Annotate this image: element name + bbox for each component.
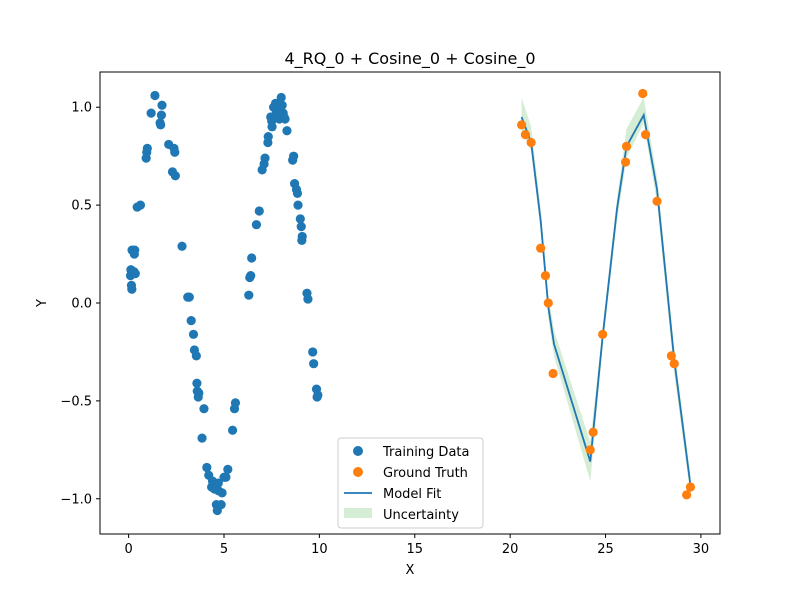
training-point <box>194 388 203 397</box>
chart-title: 4_RQ_0 + Cosine_0 + Cosine_0 <box>284 49 535 69</box>
legend-marker-ground-truth <box>353 467 363 477</box>
training-point <box>157 101 166 110</box>
ground-truth-point <box>682 490 691 499</box>
training-point <box>147 109 156 118</box>
ground-truth-point <box>527 138 536 147</box>
training-point <box>309 359 318 368</box>
x-tick-label: 30 <box>693 542 710 557</box>
x-tick-label: 25 <box>597 542 614 557</box>
training-point <box>246 271 255 280</box>
ground-truth-point <box>536 244 545 253</box>
legend-label-uncertainty: Uncertainty <box>383 508 459 523</box>
training-point <box>282 126 291 135</box>
ground-truth-point <box>541 271 550 280</box>
training-point <box>260 154 269 163</box>
training-point <box>278 101 287 110</box>
training-point <box>244 291 253 300</box>
training-point <box>170 148 179 157</box>
ground-truth-point <box>586 445 595 454</box>
training-point <box>130 246 139 255</box>
training-point <box>303 294 312 303</box>
ground-truth-point <box>670 359 679 368</box>
y-axis-label: Y <box>35 299 50 308</box>
ground-truth-point <box>548 369 557 378</box>
ground-truth-point <box>544 298 553 307</box>
ground-truth-point <box>667 351 676 360</box>
legend-label-model-fit: Model Fit <box>383 487 441 502</box>
x-tick-label: 0 <box>124 542 132 557</box>
training-point <box>293 189 302 198</box>
y-tick-label: −1.0 <box>60 492 92 507</box>
training-point <box>171 171 180 180</box>
ground-truth-point <box>589 428 598 437</box>
legend-marker-training <box>353 446 363 456</box>
training-point <box>197 433 206 442</box>
training-point <box>156 120 165 129</box>
legend-marker-uncertainty <box>344 508 372 518</box>
training-point <box>192 351 201 360</box>
training-point <box>264 132 273 141</box>
training-point <box>223 465 232 474</box>
ground-truth-point <box>621 157 630 166</box>
ground-truth-point <box>686 482 695 491</box>
training-point <box>143 144 152 153</box>
x-tick-label: 15 <box>406 542 423 557</box>
legend-label-training: Training Data <box>382 445 469 460</box>
training-point <box>217 500 226 509</box>
y-tick-label: 0.0 <box>71 297 92 312</box>
training-point <box>293 201 302 210</box>
training-point <box>136 201 145 210</box>
training-point <box>131 269 140 278</box>
training-point <box>187 316 196 325</box>
training-point <box>296 214 305 223</box>
training-point <box>308 347 317 356</box>
ground-truth-point <box>598 330 607 339</box>
training-point <box>277 93 286 102</box>
training-point <box>199 404 208 413</box>
x-axis-label: X <box>406 563 415 578</box>
training-point <box>228 426 237 435</box>
training-point <box>247 253 256 262</box>
ground-truth-point <box>641 130 650 139</box>
x-tick-label: 5 <box>220 542 228 557</box>
x-tick-label: 20 <box>502 542 519 557</box>
training-point <box>202 463 211 472</box>
training-point <box>127 285 136 294</box>
training-point <box>189 330 198 339</box>
y-tick-label: −0.5 <box>60 394 92 409</box>
ground-truth-point <box>652 197 661 206</box>
legend-label-ground-truth: Ground Truth <box>383 466 468 481</box>
training-point <box>255 206 264 215</box>
training-point <box>177 242 186 251</box>
training-point <box>280 114 289 123</box>
training-point <box>157 110 166 119</box>
ground-truth-point <box>517 120 526 129</box>
ground-truth-point <box>622 142 631 151</box>
training-point <box>185 293 194 302</box>
x-tick-label: 10 <box>311 542 328 557</box>
training-point <box>313 390 322 399</box>
training-point <box>297 222 306 231</box>
ground-truth-point <box>521 130 530 139</box>
training-point <box>217 488 226 497</box>
training-point <box>289 152 298 161</box>
ground-truth-point <box>638 89 647 98</box>
training-point <box>221 473 230 482</box>
legend: Training Data Ground Truth Model Fit Unc… <box>338 438 483 528</box>
training-point <box>267 122 276 131</box>
training-point <box>231 398 240 407</box>
y-tick-label: 0.5 <box>71 199 92 214</box>
training-point <box>192 379 201 388</box>
y-tick-label: 1.0 <box>71 101 92 116</box>
training-point <box>298 232 307 241</box>
training-point <box>252 220 261 229</box>
training-point <box>150 91 159 100</box>
